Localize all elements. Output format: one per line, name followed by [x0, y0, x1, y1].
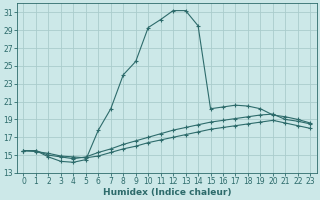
X-axis label: Humidex (Indice chaleur): Humidex (Indice chaleur) [103, 188, 231, 197]
